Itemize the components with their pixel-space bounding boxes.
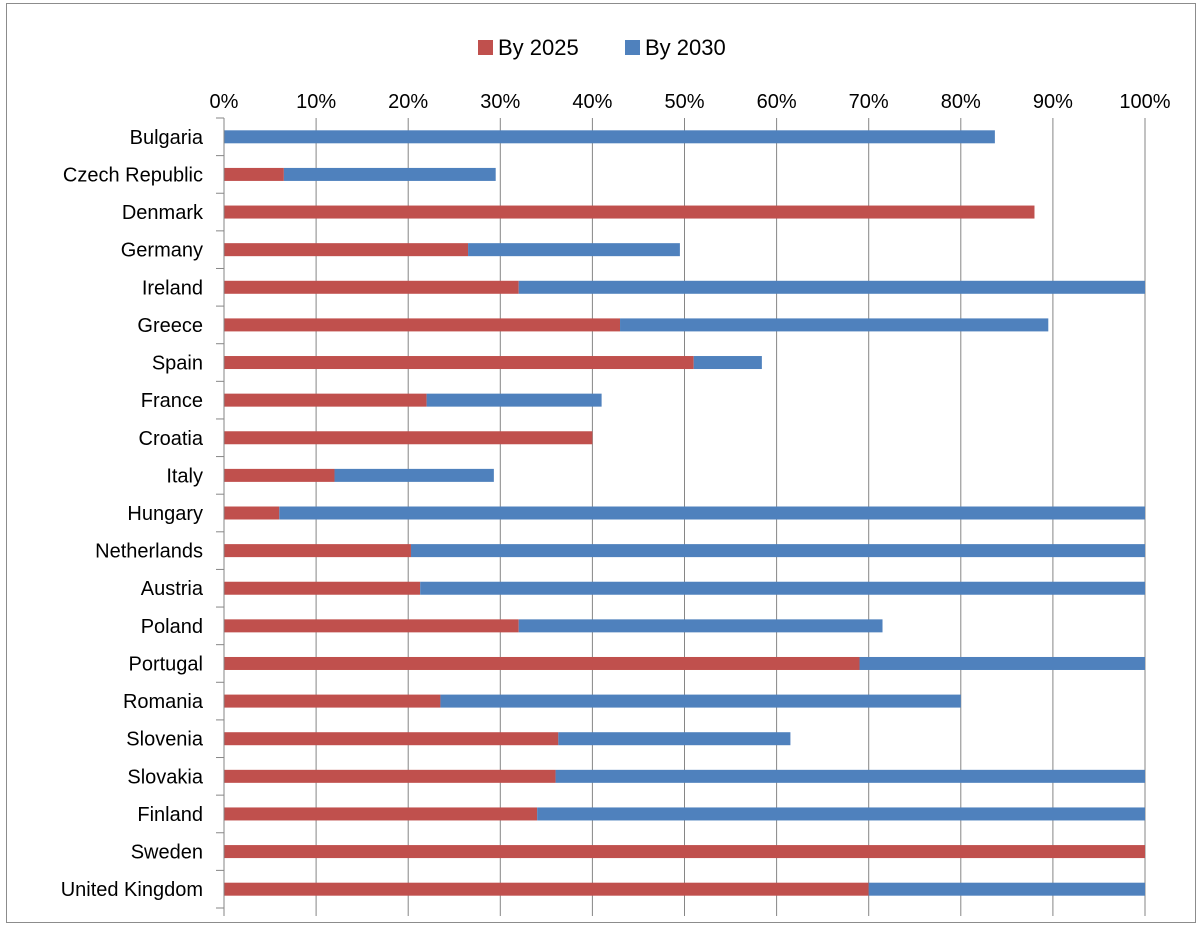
y-tick-label: Netherlands	[95, 541, 203, 563]
x-tick-label: 40%	[572, 91, 612, 113]
x-tick-label: 30%	[480, 91, 520, 113]
bar-by-2025	[224, 243, 469, 257]
x-tick-label: 60%	[757, 91, 797, 113]
y-tick-label: Romania	[123, 691, 204, 713]
bar-by-2030	[518, 280, 1145, 294]
bar-by-2025	[224, 619, 519, 633]
bar-by-2030	[859, 656, 1145, 670]
bar-by-2025	[224, 280, 519, 294]
y-tick-label: Finland	[137, 804, 203, 826]
bar-by-2030	[558, 732, 791, 746]
bar-by-2030	[224, 130, 995, 144]
y-tick-label: Czech Republic	[63, 164, 203, 186]
bar-by-2025	[224, 393, 427, 407]
y-tick-label: Poland	[141, 616, 203, 638]
bar-by-2030	[868, 882, 1145, 896]
y-tick-label: Spain	[152, 353, 203, 375]
bar-by-2030	[468, 243, 680, 257]
bar-by-2030	[283, 167, 496, 181]
x-tick-label: 10%	[296, 91, 336, 113]
bar-by-2030	[279, 506, 1145, 520]
chart-frame: 0% 10% 20% 30% 40% 50% 60% 70% 80% 90% 100% Bulgar…	[6, 3, 1196, 923]
x-tick-label: 90%	[1033, 91, 1073, 113]
bar-by-2030	[420, 581, 1146, 595]
x-tick-label: 100%	[1119, 91, 1170, 113]
y-tick-label: Italy	[166, 465, 203, 487]
legend: By 2025 By 2030	[478, 35, 726, 60]
bar-by-2025	[224, 318, 621, 332]
x-tick-label: 70%	[849, 91, 889, 113]
y-tick-label: Croatia	[139, 428, 204, 450]
bar-by-2025	[224, 468, 335, 482]
y-tick-label: Denmark	[122, 202, 204, 224]
y-tick-label: Slovakia	[127, 766, 203, 788]
x-tick-label: 80%	[941, 91, 981, 113]
legend-label: By 2030	[645, 35, 726, 60]
x-tick-label: 50%	[664, 91, 704, 113]
bar-by-2025	[224, 205, 1035, 219]
y-tick-label: Austria	[141, 578, 204, 600]
legend-swatch	[625, 40, 640, 55]
bars	[224, 130, 1146, 896]
bar-by-2030	[410, 544, 1145, 558]
bar-by-2030	[537, 807, 1145, 821]
bar-by-2025	[224, 845, 1145, 859]
bar-by-2025	[224, 544, 411, 558]
bar-by-2030	[426, 393, 602, 407]
y-tick-labels: Bulgaria Czech Republic Denmark Germany Irel…	[61, 127, 204, 901]
legend-swatch	[478, 40, 493, 55]
y-tick-label: United Kingdom	[61, 879, 203, 901]
bar-by-2025	[224, 769, 556, 783]
bar-by-2025	[224, 431, 593, 445]
x-tick-label: 20%	[388, 91, 428, 113]
bar-by-2025	[224, 581, 421, 595]
bar-by-2030	[620, 318, 1049, 332]
y-tick-label: France	[141, 390, 203, 412]
bar-by-2025	[224, 506, 280, 520]
x-tick-labels: 0% 10% 20% 30% 40% 50% 60% 70% 80% 90% 100%	[210, 91, 1171, 113]
bar-by-2025	[224, 807, 538, 821]
y-tick-label: Portugal	[129, 653, 204, 675]
y-tick-label: Sweden	[131, 842, 203, 864]
y-tick-label: Hungary	[127, 503, 203, 525]
bar-by-2030	[334, 468, 494, 482]
bar-by-2025	[224, 882, 869, 896]
y-tick-label: Ireland	[142, 277, 203, 299]
axes	[216, 117, 225, 909]
bar-by-2030	[693, 356, 762, 370]
x-tick-label: 0%	[210, 91, 239, 113]
y-tick-label: Greece	[137, 315, 203, 337]
bar-by-2030	[555, 769, 1145, 783]
stacked-bar-chart: 0% 10% 20% 30% 40% 50% 60% 70% 80% 90% 100% Bulgar…	[61, 35, 1171, 916]
y-tick-label: Bulgaria	[130, 127, 204, 149]
legend-label: By 2025	[498, 35, 579, 60]
bar-by-2030	[440, 694, 961, 708]
bar-by-2025	[224, 356, 694, 370]
y-tick-label: Slovenia	[126, 729, 204, 751]
bar-by-2025	[224, 167, 284, 181]
bar-by-2030	[518, 619, 883, 633]
bar-by-2025	[224, 732, 559, 746]
bar-by-2025	[224, 656, 860, 670]
y-tick-label: Germany	[121, 240, 203, 262]
bar-by-2025	[224, 694, 441, 708]
